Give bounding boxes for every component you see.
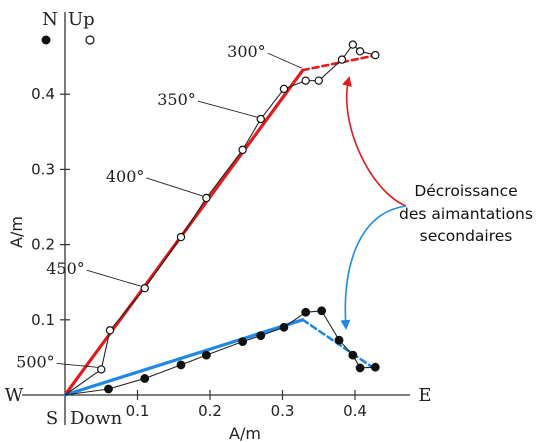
east-label: E <box>418 385 431 406</box>
temperature-labels: 300° 350° 400° 450° 500° <box>16 42 302 371</box>
north-label: N <box>42 9 58 30</box>
series-1-point-2 <box>140 374 150 383</box>
down-label: Down <box>70 408 123 429</box>
series-0-point-8 <box>279 84 289 94</box>
y-tick-label-2: 0.3 <box>31 160 55 178</box>
axes: 0.1 0.2 0.3 0.4 0.1 0.2 0.3 0.4 <box>22 12 410 425</box>
annotation-line-1: Décroissance <box>414 182 517 200</box>
x-tick-label-3: 0.4 <box>343 402 367 420</box>
fit-line-3 <box>301 318 379 372</box>
series-0-point-6 <box>238 145 247 155</box>
arrow-to-blue-secondary <box>340 205 407 330</box>
fit-line-1 <box>301 53 379 72</box>
series-0-point-10 <box>314 76 323 85</box>
series-1-connector <box>64 310 376 396</box>
temperature-label-3: 450° <box>46 259 85 278</box>
temperature-leader-3 <box>86 269 141 287</box>
series-0-point-9 <box>301 76 310 85</box>
series-1-point-6 <box>256 331 266 340</box>
series-0-connector <box>64 43 376 396</box>
data-points <box>97 40 380 394</box>
temperature-leader-0 <box>267 52 302 69</box>
series-0-point-5 <box>202 193 211 203</box>
series-0-point-1 <box>97 365 106 374</box>
south-label: S <box>46 408 58 429</box>
annotation-line-3: secondaires <box>420 227 513 245</box>
annotation-line-2: des aimantations <box>399 205 533 223</box>
legend-open-marker <box>85 35 95 45</box>
series-0-point-13 <box>355 47 365 56</box>
arrow-to-red-secondary <box>342 76 407 207</box>
series-1-point-5 <box>238 337 248 347</box>
series-1-point-1 <box>104 384 113 394</box>
x-tick-label-1: 0.2 <box>198 402 222 420</box>
temperature-leader-4 <box>56 362 99 368</box>
x-tick-label-2: 0.3 <box>271 402 295 420</box>
series-1-point-12 <box>355 363 365 373</box>
series-1-point-10 <box>334 335 344 345</box>
series-1-point-13 <box>370 362 380 372</box>
y-tick-label-3: 0.4 <box>31 85 55 103</box>
series-0-point-7 <box>256 114 265 124</box>
temperature-leader-1 <box>197 100 257 118</box>
series-0-point-14 <box>371 50 380 60</box>
series-0-point-12 <box>348 40 358 49</box>
west-label: W <box>5 385 24 406</box>
series-0-point-3 <box>140 284 149 293</box>
axis-labels: A/m A/m N Up S Down W E <box>5 9 432 442</box>
temperature-label-1: 350° <box>157 90 196 109</box>
x-tick-label-0: 0.1 <box>126 402 150 420</box>
temperature-label-2: 400° <box>106 167 145 186</box>
fit-lines <box>63 53 379 397</box>
series-0-point-11 <box>337 55 347 64</box>
series-0-point-2 <box>105 326 115 335</box>
connector-lines <box>64 43 376 396</box>
temperature-label-0: 300° <box>227 42 266 61</box>
temperature-label-4: 500° <box>16 352 55 371</box>
y-tick-label-1: 0.2 <box>31 236 55 254</box>
temperature-leader-2 <box>146 177 203 197</box>
fit-line-2 <box>63 318 305 397</box>
y-axis-title: A/m <box>7 216 26 248</box>
series-1-point-3 <box>176 360 186 370</box>
legend-filled-marker <box>41 35 51 45</box>
x-axis-title: A/m <box>229 424 261 442</box>
series-1-point-4 <box>201 350 211 360</box>
up-label: Up <box>68 9 95 30</box>
y-tick-label-0: 0.1 <box>31 311 55 329</box>
series-1-point-9 <box>317 306 327 316</box>
annotation: Décroissance des aimantations secondaire… <box>340 76 533 330</box>
series-1-point-7 <box>279 322 289 332</box>
series-0-point-4 <box>176 232 186 242</box>
series-1-point-8 <box>301 307 311 317</box>
series-1-point-11 <box>348 350 358 360</box>
